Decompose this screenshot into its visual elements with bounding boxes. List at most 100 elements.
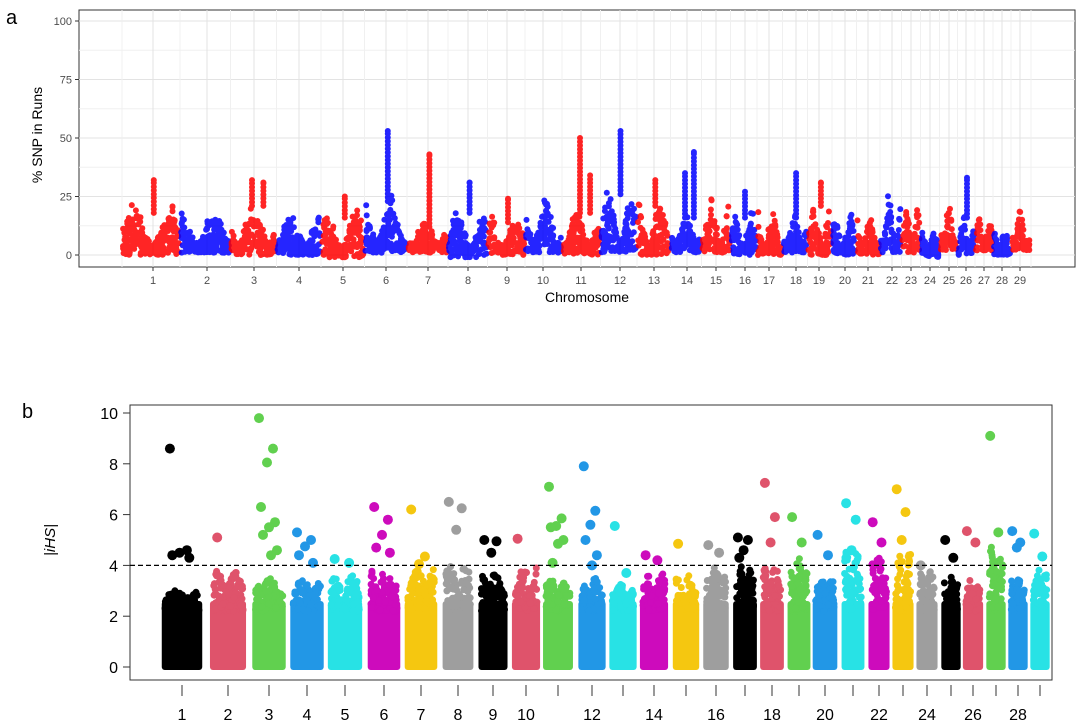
snp-point bbox=[748, 210, 754, 217]
snp-point bbox=[134, 213, 141, 219]
snp-point bbox=[721, 227, 727, 234]
ihs-point bbox=[443, 567, 451, 575]
ihs-outlier-point bbox=[486, 547, 497, 558]
ihs-point bbox=[334, 601, 342, 609]
snp-point bbox=[770, 229, 777, 236]
snp-point bbox=[237, 242, 244, 249]
ihs-point bbox=[514, 583, 521, 591]
snp-point bbox=[810, 208, 817, 215]
ihs-point bbox=[215, 592, 223, 600]
snp-point bbox=[711, 248, 718, 255]
snp-point bbox=[493, 242, 500, 249]
snp-point bbox=[196, 243, 203, 250]
snp-point bbox=[606, 210, 613, 217]
snp-point bbox=[315, 219, 322, 226]
snp-point bbox=[571, 214, 578, 221]
ihs-point bbox=[291, 590, 299, 598]
ihs-point bbox=[266, 575, 274, 583]
snp-point bbox=[392, 247, 399, 254]
ihs-outlier-point bbox=[300, 541, 310, 552]
ihs-point bbox=[500, 599, 508, 607]
x-tick-label: 24 bbox=[924, 275, 936, 287]
snp-point bbox=[788, 239, 795, 246]
ihs-point bbox=[327, 601, 335, 609]
ihs-point bbox=[376, 606, 384, 614]
ihs-outlier-point bbox=[329, 554, 340, 564]
snp-point bbox=[525, 228, 532, 235]
snp-point bbox=[148, 247, 155, 254]
ihs-point bbox=[532, 570, 540, 578]
snp-point bbox=[639, 251, 645, 258]
snp-point bbox=[268, 240, 275, 247]
snp-point bbox=[523, 216, 530, 223]
snp-point bbox=[624, 231, 631, 238]
x-tick-label: 20 bbox=[816, 707, 834, 722]
snp-point bbox=[331, 254, 338, 260]
x-tick-label: 4 bbox=[303, 707, 312, 722]
snp-point bbox=[673, 248, 680, 255]
snp-point bbox=[311, 233, 318, 240]
snp-point bbox=[757, 234, 764, 241]
ihs-point bbox=[236, 577, 244, 585]
snp-point bbox=[308, 228, 315, 235]
snp-point bbox=[711, 218, 718, 225]
snp-point bbox=[862, 241, 869, 248]
ihs-point bbox=[478, 607, 485, 615]
snp-point bbox=[564, 241, 571, 248]
y-tick-label: 6 bbox=[109, 508, 118, 525]
snp-point bbox=[289, 234, 296, 241]
snp-point bbox=[627, 242, 634, 249]
snp-peak-point bbox=[817, 179, 824, 186]
snp-point bbox=[919, 229, 926, 236]
snp-point bbox=[832, 247, 839, 254]
ihs-outlier-point bbox=[212, 532, 223, 543]
snp-point bbox=[809, 214, 815, 221]
ihs-point bbox=[330, 590, 338, 598]
snp-peak-point bbox=[617, 128, 624, 134]
ihs-point bbox=[294, 581, 302, 589]
x-tick-label: 14 bbox=[645, 707, 663, 722]
snp-point bbox=[169, 208, 176, 215]
snp-point bbox=[166, 215, 173, 221]
snp-point bbox=[736, 232, 743, 239]
snp-point bbox=[207, 236, 214, 243]
snp-point bbox=[381, 242, 388, 249]
snp-point bbox=[813, 233, 820, 240]
snp-point bbox=[461, 230, 468, 237]
snp-point bbox=[818, 241, 825, 248]
ihs-point bbox=[517, 598, 525, 606]
ihs-outlier-point bbox=[262, 457, 272, 468]
snp-point bbox=[975, 227, 982, 233]
snp-point bbox=[921, 248, 928, 255]
ihs-point bbox=[167, 603, 175, 611]
snp-point bbox=[366, 245, 373, 252]
snp-point bbox=[904, 217, 911, 224]
ihs-point bbox=[171, 587, 179, 595]
ihs-point bbox=[303, 596, 311, 604]
snp-point bbox=[767, 235, 774, 242]
ihs-outlier-point bbox=[382, 514, 393, 525]
snp-point bbox=[871, 234, 878, 241]
snp-point bbox=[512, 225, 519, 232]
ihs-outlier-point bbox=[491, 536, 502, 547]
snp-point bbox=[478, 227, 485, 234]
ihs-point bbox=[499, 593, 507, 601]
snp-point bbox=[861, 248, 868, 255]
snp-point bbox=[214, 235, 220, 242]
x-tick-label: 10 bbox=[517, 707, 535, 722]
snp-point bbox=[285, 216, 292, 223]
ihs-point bbox=[237, 602, 245, 609]
snp-point bbox=[945, 210, 952, 216]
ihs-point bbox=[258, 603, 266, 611]
ihs-point bbox=[341, 605, 349, 613]
snp-point bbox=[734, 250, 741, 257]
x-tick-label: 20 bbox=[839, 275, 851, 287]
snp-point bbox=[793, 228, 800, 234]
snp-point bbox=[344, 243, 351, 250]
snp-point bbox=[848, 211, 855, 218]
snp-point bbox=[352, 222, 359, 229]
ihs-outlier-point bbox=[406, 504, 417, 515]
snp-point bbox=[533, 232, 540, 239]
chromosome-5-points bbox=[319, 193, 367, 261]
